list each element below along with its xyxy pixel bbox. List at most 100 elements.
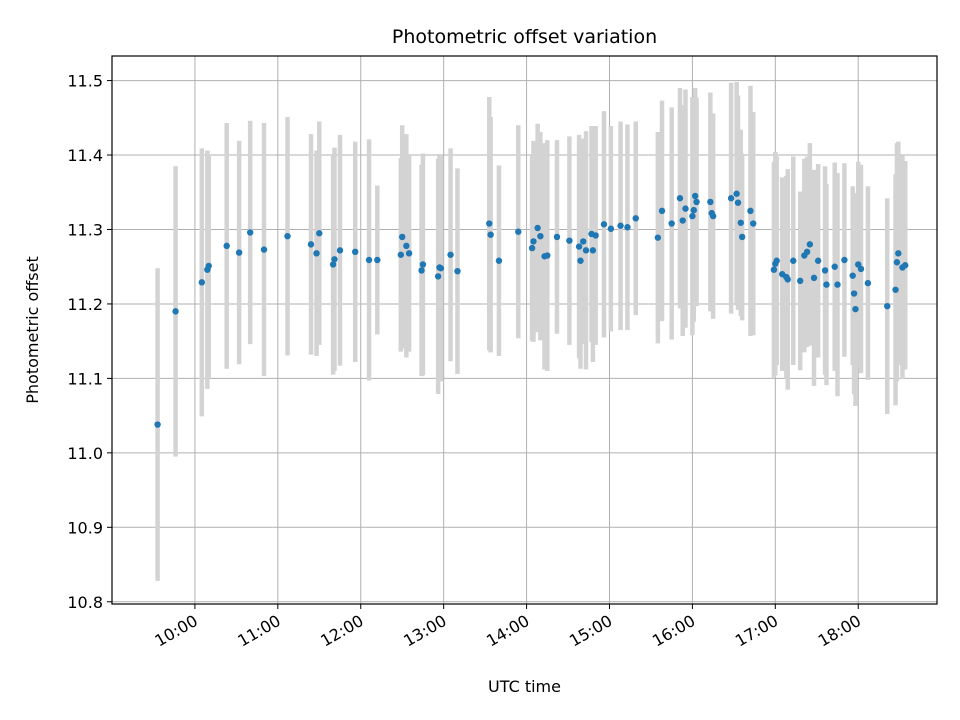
y-tick-label: 10.8 (67, 593, 103, 612)
data-point (403, 242, 410, 250)
data-point (405, 250, 413, 257)
data-point (821, 267, 829, 274)
data-point (803, 248, 811, 256)
y-tick-label: 11.0 (67, 444, 103, 463)
data-point (495, 257, 503, 264)
data-point (486, 220, 493, 227)
data-point (682, 205, 689, 212)
data-point (592, 232, 599, 239)
data-point (750, 220, 757, 227)
data-point (895, 250, 902, 257)
data-point (814, 257, 822, 264)
data-point (154, 421, 161, 428)
data-point (737, 219, 744, 226)
data-point (437, 265, 445, 272)
data-point (773, 257, 780, 264)
data-point (747, 207, 754, 215)
data-point (260, 246, 268, 253)
data-point (307, 241, 315, 248)
data-point (852, 305, 859, 313)
data-point (246, 229, 254, 236)
data-point (810, 274, 818, 282)
data-point (658, 207, 666, 215)
data-point (331, 256, 338, 263)
data-point (374, 256, 381, 264)
data-point (336, 247, 344, 254)
data-point (544, 252, 551, 259)
data-point (313, 250, 320, 257)
data-point (600, 221, 608, 228)
data-point (172, 308, 179, 315)
data-point (709, 212, 717, 220)
data-point (577, 257, 584, 264)
data-point (784, 276, 791, 283)
data-point (454, 267, 461, 275)
y-tick-label: 11.1 (67, 369, 103, 388)
data-point (617, 222, 624, 229)
data-point (806, 241, 814, 248)
data-point (534, 224, 541, 232)
data-point (864, 279, 872, 287)
data-point (893, 259, 901, 266)
data-point (397, 251, 405, 258)
data-point (223, 242, 230, 250)
plot-frame (111, 55, 938, 605)
data-point (352, 248, 359, 256)
chart-title: Photometric offset variation (392, 26, 657, 48)
data-point (632, 215, 639, 222)
data-point (447, 251, 454, 258)
data-point (566, 237, 573, 244)
data-point (790, 257, 797, 264)
data-point (707, 198, 714, 206)
data-point (419, 261, 427, 268)
data-point (399, 233, 406, 241)
data-point (884, 302, 891, 310)
data-point (487, 231, 494, 238)
data-point (530, 238, 537, 245)
data-point (857, 265, 865, 273)
data-point (553, 233, 561, 241)
data-point (691, 192, 699, 200)
data-point (834, 281, 841, 288)
data-point (668, 220, 675, 227)
data-points (154, 190, 909, 428)
data-point (796, 277, 804, 285)
data-point (205, 262, 212, 270)
data-point (537, 232, 544, 240)
data-point (823, 281, 830, 288)
data-point (676, 195, 684, 202)
data-point (329, 261, 337, 268)
data-point (727, 195, 735, 202)
y-tick-label: 11.3 (67, 220, 103, 239)
y-tick-label: 11.2 (67, 295, 103, 314)
data-point (528, 244, 536, 252)
data-point (607, 225, 615, 232)
data-point (589, 247, 597, 254)
y-axis: 10.8 10.9 11.0 11.1 11.2 11.3 11.4 11.5 (67, 72, 112, 612)
data-point (849, 272, 856, 279)
data-point (892, 286, 899, 293)
data-point (235, 249, 243, 256)
data-point (582, 247, 590, 254)
y-tick-label: 11.5 (67, 72, 103, 91)
data-point (316, 230, 323, 237)
data-point (580, 238, 587, 245)
data-point (284, 232, 291, 240)
data-point (689, 212, 696, 220)
data-point (575, 243, 583, 250)
data-point (418, 267, 425, 274)
data-point (831, 263, 838, 270)
data-point (679, 217, 686, 224)
data-point (738, 233, 746, 241)
data-point (515, 228, 522, 235)
data-point (624, 224, 631, 231)
data-point (902, 262, 909, 269)
x-axis-label: UTC time (488, 677, 561, 696)
y-axis-label: Photometric offset (23, 256, 42, 404)
data-point (733, 190, 740, 197)
data-point (434, 273, 442, 280)
data-point (198, 279, 206, 286)
y-tick-label: 10.9 (67, 518, 103, 537)
data-point (654, 234, 662, 241)
